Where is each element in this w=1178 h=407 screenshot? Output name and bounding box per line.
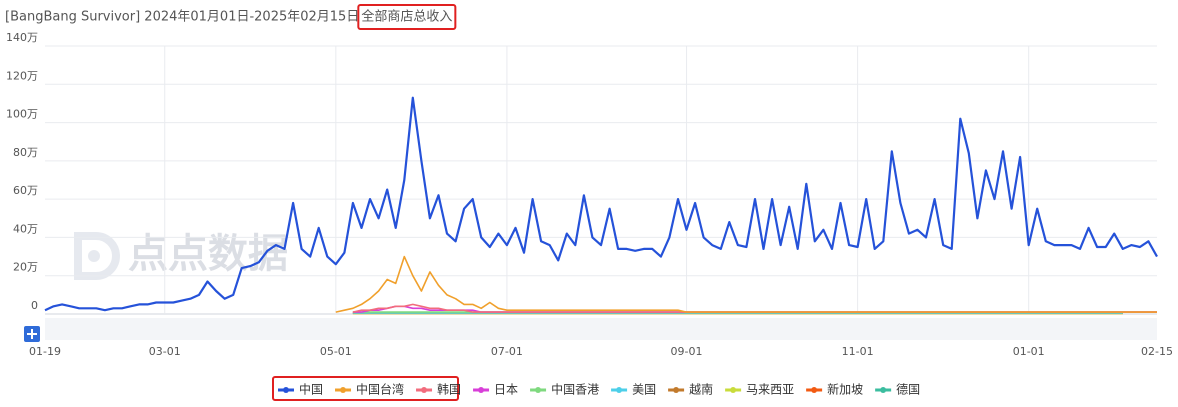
y-tick-label: 40万 bbox=[13, 222, 38, 235]
legend-label: 德国 bbox=[896, 382, 920, 397]
x-tick-label: 09-01 bbox=[671, 345, 703, 358]
legend-swatch bbox=[673, 387, 680, 393]
add-button[interactable] bbox=[24, 326, 40, 342]
legend-item[interactable]: 中国香港 bbox=[530, 382, 599, 397]
x-tick-label: 01-19 bbox=[29, 345, 61, 358]
chart-subtitle: 全部商店总收入 bbox=[361, 9, 452, 25]
legend-label: 越南 bbox=[689, 382, 713, 397]
chart-title: [BangBang Survivor] 2024年01月01日-2025年02月… bbox=[5, 10, 359, 25]
legend-item[interactable]: 日本 bbox=[473, 383, 518, 397]
legend-label: 美国 bbox=[632, 383, 656, 397]
y-tick-label: 120万 bbox=[6, 69, 38, 82]
series-line bbox=[352, 305, 1157, 313]
y-tick-label: 80万 bbox=[13, 146, 38, 159]
legend-item[interactable]: 中国 bbox=[278, 382, 323, 397]
legend-label: 中国香港 bbox=[551, 382, 599, 397]
legend-swatch bbox=[616, 387, 623, 393]
watermark: 点点数据 bbox=[128, 231, 288, 277]
legend-label: 日本 bbox=[494, 383, 518, 397]
series-line bbox=[44, 96, 1158, 312]
legend-item[interactable]: 马来西亚 bbox=[725, 383, 794, 397]
legend-swatch bbox=[535, 387, 542, 393]
x-tick-label: 01-01 bbox=[1013, 345, 1045, 358]
legend-swatch bbox=[283, 387, 289, 393]
x-tick-label: 02-15 bbox=[1141, 345, 1173, 358]
data-zoom[interactable] bbox=[45, 318, 1157, 340]
y-tick-label: 60万 bbox=[13, 184, 38, 197]
legend-item[interactable]: 中国台湾 bbox=[335, 382, 404, 397]
legend-item[interactable]: 越南 bbox=[668, 382, 713, 397]
watermark-logo bbox=[74, 232, 120, 280]
legend-item[interactable]: 德国 bbox=[875, 382, 920, 397]
legend-label: 马来西亚 bbox=[746, 383, 794, 397]
y-tick-label: 140万 bbox=[6, 31, 38, 44]
legend-item[interactable]: 新加坡 bbox=[806, 382, 863, 397]
legend-swatch bbox=[880, 387, 887, 393]
legend-swatch bbox=[340, 387, 347, 393]
legend-swatch bbox=[730, 387, 737, 393]
legend-label: 新加坡 bbox=[827, 382, 863, 397]
x-tick-label: 07-01 bbox=[491, 345, 523, 358]
highlight-box bbox=[357, 4, 457, 30]
legend-label: 韩国 bbox=[437, 382, 461, 397]
legend-item[interactable]: 韩国 bbox=[416, 382, 461, 397]
legend-label: 中国 bbox=[299, 382, 323, 397]
x-tick-label: 11-01 bbox=[842, 345, 874, 358]
y-tick-label: 100万 bbox=[6, 108, 38, 121]
x-tick-label: 05-01 bbox=[320, 345, 352, 358]
legend-item[interactable]: 美国 bbox=[611, 383, 656, 397]
legend-swatch bbox=[478, 387, 485, 393]
legend-swatch bbox=[421, 387, 428, 393]
highlight-box bbox=[272, 376, 459, 401]
y-tick-label: 20万 bbox=[13, 261, 38, 274]
y-tick-label: 0 bbox=[31, 299, 38, 312]
series-line bbox=[335, 255, 1157, 313]
x-tick-label: 03-01 bbox=[149, 345, 181, 358]
legend-label: 中国台湾 bbox=[356, 382, 404, 397]
legend-swatch bbox=[811, 387, 818, 393]
